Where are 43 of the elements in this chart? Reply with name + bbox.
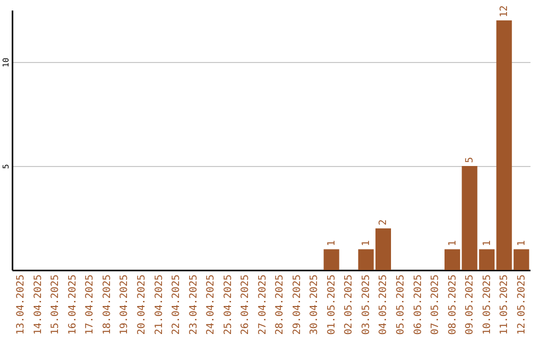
x-tick-label: 05.05.2025	[396, 274, 406, 335]
x-tick-label: 02.05.2025	[344, 274, 355, 335]
x-tick-label: 17.04.2025	[84, 274, 96, 335]
x-tick-label: 13.04.2025	[16, 274, 27, 335]
x-tick-label: 14.04.2025	[32, 274, 44, 335]
x-tick-label: 09.05.2025	[464, 274, 476, 335]
data-label: 1	[482, 240, 493, 246]
x-tick-label: 27.04.2025	[257, 274, 268, 335]
x-tick-label: 01.05.2025	[326, 274, 338, 335]
x-tick-label: 25.04.2025	[222, 274, 234, 335]
x-tick-label: 24.04.2025	[206, 274, 217, 335]
data-label: 12	[499, 5, 510, 18]
x-tick-label: 21.04.2025	[154, 274, 165, 335]
bar	[358, 249, 374, 270]
x-tick-label: 08.05.2025	[447, 274, 458, 335]
data-label: 1	[447, 240, 458, 246]
data-label: 5	[464, 156, 476, 163]
x-tick-label: 22.04.2025	[171, 274, 182, 335]
x-tick-label: 15.04.2025	[50, 274, 62, 335]
x-tick-label: 16.04.2025	[67, 274, 78, 335]
x-tick-label: 26.04.2025	[240, 274, 252, 335]
x-tick-label: 19.04.2025	[119, 274, 130, 335]
x-tick-label: 23.04.2025	[188, 274, 200, 335]
x-tick-label: 20.04.2025	[136, 274, 148, 335]
x-tick-label: 11.05.2025	[499, 274, 510, 335]
x-tick-label: 30.04.2025	[309, 274, 320, 335]
x-tick-label: 29.04.2025	[292, 274, 303, 335]
x-tick-label: 03.05.2025	[360, 274, 372, 335]
x-tick-label: 28.04.2025	[274, 274, 286, 335]
data-label: 1	[516, 240, 528, 246]
x-tick-label: 10.05.2025	[482, 274, 493, 335]
bar	[444, 249, 460, 270]
x-tick-label: 12.05.2025	[516, 274, 528, 335]
y-tick-label: 10	[2, 58, 10, 68]
x-tick-label: 06.05.2025	[412, 274, 424, 335]
bar	[324, 249, 340, 270]
data-label: 2	[378, 219, 390, 226]
x-tick-label: 04.05.2025	[378, 274, 390, 335]
data-label: 1	[360, 240, 372, 246]
bar	[375, 228, 392, 270]
data-label: 1	[326, 240, 338, 246]
x-tick-label: 18.04.2025	[102, 274, 113, 335]
x-tick-label: 07.05.2025	[430, 274, 442, 335]
